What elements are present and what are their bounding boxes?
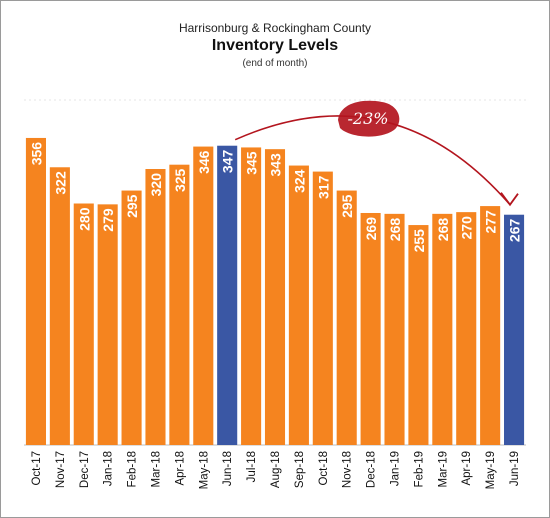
- bar-Jan-19: [384, 213, 405, 445]
- x-tick-label: Apr-19: [461, 451, 473, 486]
- bar-value-label: 324: [291, 169, 307, 193]
- annotation-badge: [338, 100, 400, 137]
- bar-value-label: 343: [268, 153, 284, 177]
- bar-Jun-19: [504, 214, 525, 445]
- bar-Dec-18: [360, 212, 381, 445]
- bar-value-label: 295: [339, 194, 355, 218]
- x-tick-label: Jan-18: [103, 451, 115, 486]
- bar-value-label: 268: [387, 218, 403, 242]
- x-tick-label: May-18: [198, 451, 210, 489]
- x-tick-label: Dec-18: [366, 451, 378, 488]
- bar-Nov-18: [336, 190, 357, 445]
- x-tick-label: Jun-19: [509, 451, 521, 486]
- x-tick-label: Jan-19: [390, 451, 402, 486]
- x-tick-label: Feb-18: [127, 451, 139, 487]
- bar-value-label: 277: [483, 210, 499, 234]
- bar-Oct-17: [25, 137, 46, 445]
- change-annotation: -23%: [234, 100, 519, 207]
- annotation-label: -23%: [348, 109, 389, 128]
- bar-Mar-18: [145, 169, 166, 445]
- x-tick-label: Mar-19: [437, 451, 449, 487]
- bar-value-label: 325: [172, 168, 188, 192]
- x-tick-label: Dec-17: [79, 451, 91, 488]
- bar-Sep-18: [288, 165, 309, 446]
- x-tick-label: May-19: [485, 451, 497, 489]
- bar-value-labels: 356 322 280 279 295 320 325 346 347 345 343 324 317 2…: [28, 142, 522, 253]
- chart-title: Inventory Levels: [211, 37, 339, 54]
- bar-Apr-18: [169, 164, 190, 445]
- bar-Aug-18: [264, 149, 286, 445]
- chart-note: (end of month): [242, 58, 308, 69]
- chart-subtitle: Harrisonburg & Rockingham County: [178, 21, 372, 35]
- bar-May-18: [193, 146, 214, 445]
- bar-Dec-17: [73, 203, 94, 445]
- bar-value-label: 346: [196, 150, 212, 174]
- x-tick-label: Feb-19: [413, 451, 425, 487]
- x-tick-label: Jun-18: [222, 451, 234, 486]
- bar-value-label: 269: [363, 217, 379, 241]
- x-tick-label: Oct-17: [31, 451, 43, 486]
- x-tick-labels: Oct-17 Nov-17 Dec-17 Jan-18 Feb-18 Mar-18 Apr-…: [31, 451, 521, 489]
- bar-Mar-19: [432, 213, 453, 445]
- bar-value-label: 267: [507, 218, 523, 242]
- bar-value-label: 295: [124, 194, 140, 218]
- bar-value-label: 279: [100, 208, 116, 232]
- bar-value-label: 322: [52, 171, 68, 195]
- x-tick-label: Oct-18: [318, 451, 330, 486]
- bar-value-label: 280: [76, 207, 92, 231]
- bar-Oct-18: [312, 171, 333, 445]
- bar-Jul-18: [241, 147, 262, 445]
- bar-Feb-18: [121, 190, 142, 445]
- bar-value-label: 270: [459, 216, 475, 240]
- x-tick-label: Apr-18: [174, 451, 186, 486]
- x-tick-label: Jul-18: [246, 451, 258, 482]
- bars: [25, 137, 525, 446]
- x-tick-label: Mar-18: [150, 451, 162, 487]
- bar-Nov-17: [49, 167, 70, 445]
- x-tick-label: Aug-18: [270, 451, 282, 488]
- bar-value-label: 255: [411, 229, 427, 253]
- bar-Jan-18: [97, 204, 118, 445]
- bar-value-label: 347: [220, 149, 236, 173]
- bar-value-label: 345: [244, 151, 260, 175]
- x-tick-label: Nov-18: [342, 451, 354, 488]
- bar-value-label: 317: [315, 175, 331, 199]
- annotation-arrowhead: [500, 192, 519, 207]
- bar-May-19: [480, 206, 501, 445]
- bar-value-label: 268: [435, 218, 451, 242]
- bar-value-label: 356: [28, 142, 44, 166]
- bar-Feb-19: [408, 225, 429, 445]
- bar-Apr-19: [456, 212, 477, 446]
- x-tick-label: Nov-17: [55, 451, 67, 488]
- x-tick-label: Sep-18: [294, 451, 306, 488]
- bar-value-label: 320: [148, 173, 164, 197]
- bar-Jun-18: [217, 145, 238, 445]
